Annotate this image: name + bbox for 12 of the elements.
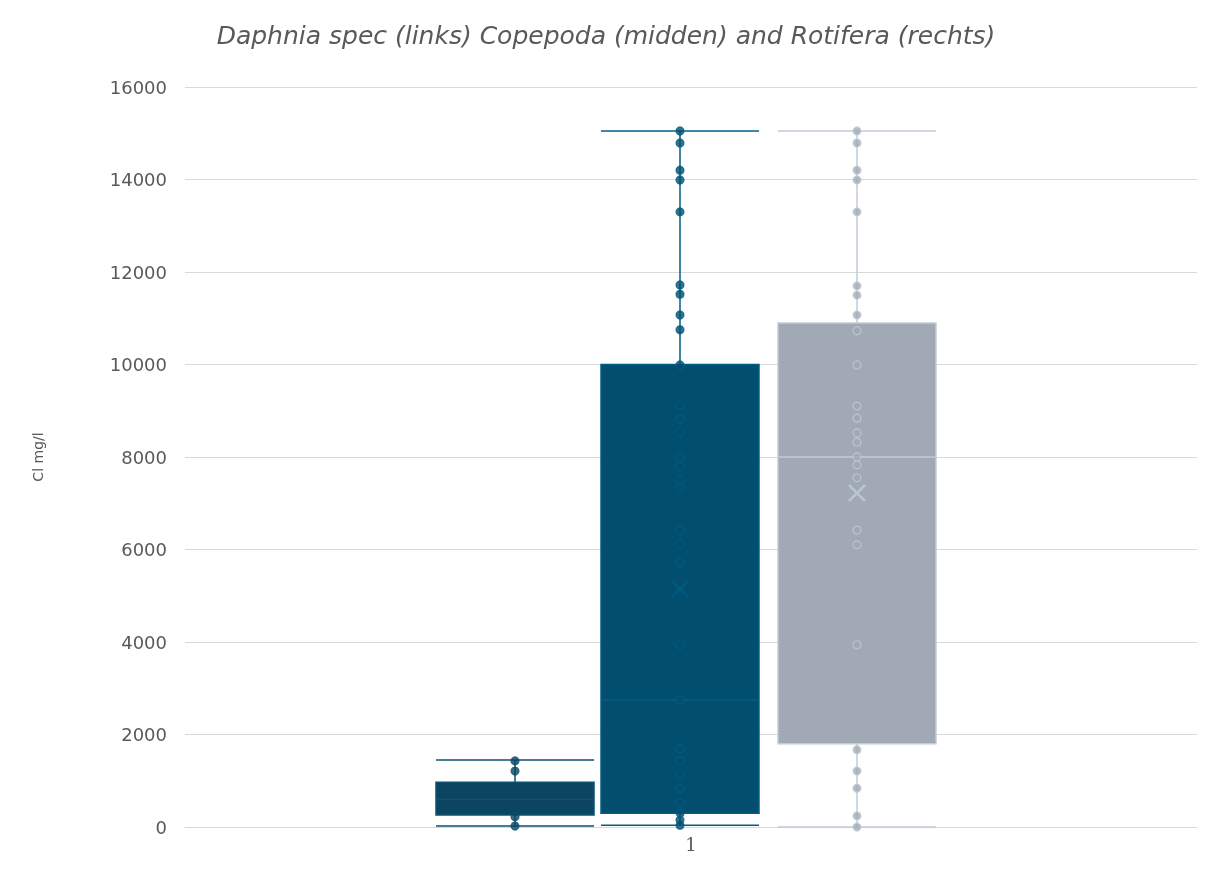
chart-title: Daphnia spec (links) Copepoda (midden) and Rotifera (rechts) [216,21,996,50]
y-axis-title: Cl mg/l [30,432,46,482]
y-tick-label: 10000 [109,354,167,375]
y-tick-label: 8000 [121,446,167,468]
y-tick-label: 4000 [121,631,167,653]
y-tick-label: 6000 [121,539,167,560]
y-tick-label: 0 [155,816,167,838]
y-tick-label: 2000 [121,724,167,745]
y-tick-label: 12000 [109,261,167,283]
y-tick-label: 16000 [109,76,167,98]
y-tick-label: 14000 [109,169,167,190]
x-tick-label: 1 [685,833,697,855]
